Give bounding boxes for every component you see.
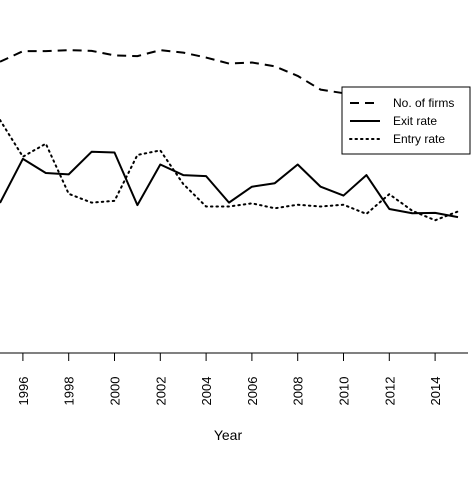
x-tick-label: 2006 — [245, 377, 260, 406]
x-tick-label: 2000 — [108, 377, 123, 406]
legend-label: Entry rate — [393, 132, 445, 146]
x-tick-label: 2008 — [291, 377, 306, 406]
x-tick-label: 2004 — [199, 377, 214, 406]
x-tick-label: 2002 — [153, 377, 168, 406]
x-tick-label: 1996 — [16, 377, 31, 406]
x-axis-label: Year — [214, 427, 243, 443]
series-line-entry-rate — [0, 119, 459, 222]
x-tick-label: 2010 — [337, 377, 352, 406]
x-tick-label: 2012 — [382, 377, 397, 406]
x-tick-label: 1998 — [62, 377, 77, 406]
legend-label: No. of firms — [393, 96, 454, 110]
x-axis-ticks: 1996 1998 2000 2002 2004 2006 2008 2010 2012 2014 — [16, 353, 443, 405]
legend: No. of firms Exit rate Entry rate — [341, 86, 471, 155]
x-tick-label: 2014 — [428, 377, 443, 406]
series-line-exit-rate — [0, 150, 459, 219]
legend-label: Exit rate — [393, 114, 437, 128]
